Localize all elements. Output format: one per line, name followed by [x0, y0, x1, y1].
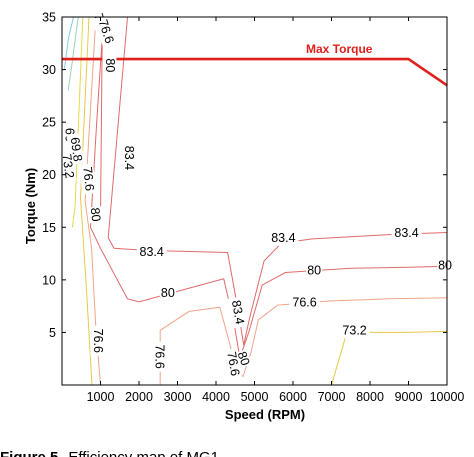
contour-label-13: 80 — [307, 264, 321, 278]
contour-label-7: 83.4 — [122, 146, 136, 170]
series-layer — [62, 57, 448, 87]
y-tick-label-10: 10 — [42, 273, 56, 287]
contour-label-bg-11 — [391, 226, 422, 241]
contour-line-73-2-5 — [79, 16, 93, 386]
contour-line-83-4-1 — [100, 16, 103, 217]
contour-label-15: 76.6 — [292, 295, 316, 309]
x-tick-label-9000: 9000 — [395, 390, 423, 404]
contour-label-bg-12 — [159, 286, 176, 301]
contour-label-11: 83.4 — [394, 226, 418, 240]
contour-line-83-4-0 — [107, 16, 448, 346]
contour-layer — [62, 16, 448, 386]
contour-label-bg-16 — [339, 324, 370, 339]
contour-label-bg-17 — [90, 325, 105, 356]
series-label-max-torque: Max Torque — [306, 42, 373, 56]
contour-label-bg-19 — [227, 296, 247, 329]
plot-frame — [61, 16, 448, 386]
contour-label-6: 76.6 — [80, 166, 96, 192]
contour-label-8: 80 — [88, 207, 103, 222]
y-tick-label-5: 5 — [49, 326, 56, 340]
contour-line-73-2-6 — [331, 330, 448, 386]
contour-label-21: 76.6 — [224, 351, 242, 377]
contour-label-layer: 73.276.6806669.873.276.683.48083.483.483… — [58, 8, 454, 380]
contour-label-12: 80 — [161, 286, 175, 300]
contour-label-bg-10 — [268, 231, 299, 246]
contour-label-16: 73.2 — [342, 324, 366, 338]
contour-label-10: 83.4 — [271, 231, 295, 245]
efficiency-map-chart: 73.276.6806669.873.276.683.48083.483.483… — [23, 8, 464, 422]
contour-label-bg-18 — [151, 341, 166, 372]
contour-label-5: 73.2 — [59, 153, 76, 179]
contour-label-bg-9 — [136, 245, 167, 260]
y-axis-title: Torque (Nm) — [23, 168, 38, 244]
figure-caption-label: Figure 5 — [0, 449, 58, 457]
contour-label-bg-2 — [102, 57, 117, 74]
contour-label-bg-1 — [94, 15, 117, 49]
contour-label-2: 80 — [103, 58, 117, 72]
contour-line-69-8-7 — [71, 16, 84, 228]
x-axis-title: Speed (RPM) — [225, 407, 305, 422]
y-tick-label-25: 25 — [42, 116, 56, 130]
contour-label-bg-14 — [437, 259, 454, 274]
contour-label-bg-5 — [58, 150, 77, 183]
contour-label-bg-15 — [289, 295, 320, 310]
x-tick-label-7000: 7000 — [318, 390, 346, 404]
x-tick-label-8000: 8000 — [356, 390, 384, 404]
contour-line-76-6-4 — [159, 297, 448, 385]
contour-label-bg-6 — [79, 163, 97, 195]
x-tick-label-6000: 6000 — [279, 390, 307, 404]
contour-label-18: 76.6 — [153, 344, 167, 368]
y-tick-label-35: 35 — [42, 11, 56, 25]
contour-label-17: 76.6 — [91, 329, 105, 353]
contour-label-bg-13 — [306, 264, 323, 279]
x-tick-label-10000: 10000 — [430, 390, 465, 404]
contour-line-66-8 — [67, 16, 79, 91]
figure-caption-text: Efficiency map of MG1 — [68, 449, 219, 457]
tick-layer: 1000 2000 3000 4000 5000 6000 7000 8000 9000 1000… — [42, 11, 464, 405]
x-tick-label-3000: 3000 — [164, 390, 192, 404]
y-tick-label-20: 20 — [42, 168, 56, 182]
contour-line-80-2 — [89, 16, 448, 360]
x-tick-label-4000: 4000 — [202, 390, 230, 404]
contour-label-9: 83.4 — [140, 245, 164, 259]
contour-label-14: 80 — [438, 258, 452, 272]
max-torque-line — [62, 57, 448, 87]
y-tick-label-15: 15 — [42, 221, 56, 235]
contour-label-19: 83.4 — [229, 299, 247, 325]
contour-label-bg-8 — [86, 206, 103, 224]
contour-label-bg-7 — [121, 142, 136, 173]
figure-caption: Figure 5 Efficiency map of MG1 — [0, 446, 474, 457]
x-tick-label-2000: 2000 — [125, 390, 153, 404]
x-tick-label-1000: 1000 — [87, 390, 115, 404]
contour-label-bg-21 — [223, 347, 243, 380]
y-tick-label-30: 30 — [42, 63, 56, 77]
x-tick-label-5000: 5000 — [241, 390, 269, 404]
